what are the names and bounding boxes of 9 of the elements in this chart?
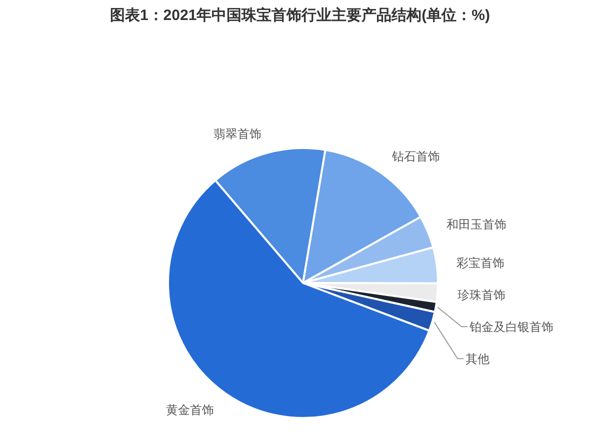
slice-label: 彩宝首饰 (456, 256, 505, 270)
slice-label: 其他 (466, 352, 490, 366)
slice-label: 和田玉首饰 (446, 217, 506, 232)
slice-label: 珍珠首饰 (458, 288, 506, 302)
slice-label: 铂金及白银首饰 (468, 320, 554, 334)
slice-label: 翡翠首饰 (214, 126, 262, 141)
slice-label: 黄金首饰 (166, 403, 214, 418)
chart-title: 图表1：2021年中国珠宝首饰行业主要产品结构(单位：%) (110, 6, 490, 24)
slice-label: 钻石首饰 (391, 149, 440, 164)
